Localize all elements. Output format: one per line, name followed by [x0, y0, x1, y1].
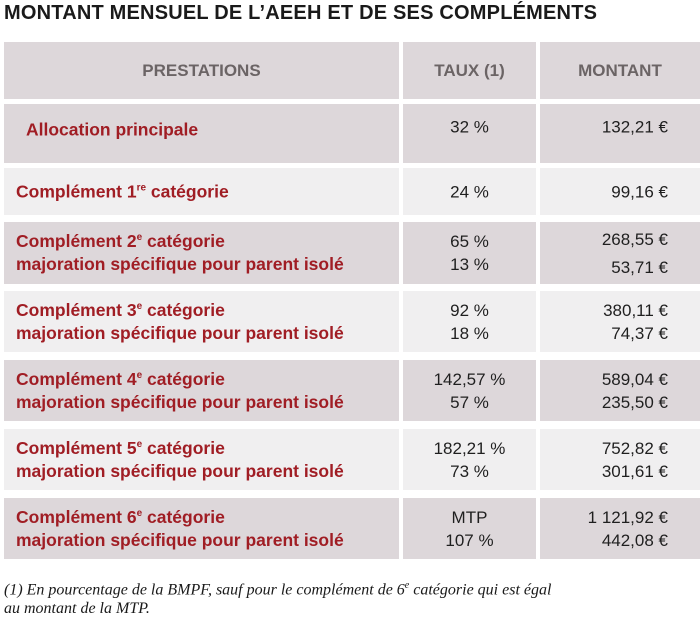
taux-cell: 32 % — [403, 104, 536, 163]
table-header-row: PRESTATIONS TAUX (1) MONTANT — [0, 42, 700, 99]
taux-cell: 142,57 % 57 % — [403, 360, 536, 421]
taux-value: 65 % — [450, 232, 489, 251]
montant-value: 380,11 € — [603, 300, 668, 320]
montant-cell: 752,82 € 301,61 € — [540, 429, 700, 490]
montant-cell: 1 121,92 € 442,08 € — [540, 498, 700, 559]
prestation-label: Complément 3e catégorie — [16, 299, 225, 320]
prestation-cell: Complément 2e catégorie majoration spéci… — [4, 222, 399, 284]
montant-value: 268,55 € — [601, 230, 668, 249]
taux-value: 92 % — [450, 300, 489, 320]
taux-value: 24 % — [450, 182, 489, 201]
taux-cell: 92 % 18 % — [403, 291, 536, 352]
taux-cell: 24 % — [403, 168, 536, 215]
prestation-label: Complément 1re catégorie — [16, 181, 229, 201]
prestation-label: Allocation principale — [26, 119, 199, 140]
table-row: Complément 4e catégorie majoration spéci… — [0, 360, 700, 421]
taux-majoration-value: 13 % — [450, 255, 489, 274]
prestation-label: Complément 6e catégorie — [16, 506, 225, 527]
taux-majoration-value: 107 % — [445, 530, 494, 550]
prestation-label: Complément 5e catégorie — [16, 437, 225, 458]
prestation-cell: Complément 5e catégorie majoration spéci… — [4, 429, 399, 490]
taux-value: 142,57 % — [433, 369, 506, 389]
montant-majoration-value: 442,08 € — [601, 530, 668, 550]
taux-value: 182,21 % — [433, 438, 506, 458]
montant-value: 99,16 € — [611, 182, 668, 201]
montant-cell: 589,04 € 235,50 € — [540, 360, 700, 421]
montant-value: 1 121,92 € — [587, 507, 668, 527]
majoration-label: majoration spécifique pour parent isolé — [16, 254, 344, 274]
montant-majoration-value: 235,50 € — [601, 392, 668, 412]
taux-value: 32 % — [450, 117, 489, 137]
taux-value: MTP — [451, 507, 488, 527]
montant-cell: 132,21 € — [540, 104, 700, 163]
header-taux: TAUX (1) — [403, 42, 536, 99]
montant-value: 752,82 € — [601, 438, 668, 458]
footnote: (1) En pourcentage de la BMPF, sauf pour… — [4, 580, 552, 618]
table-row: Complément 5e catégorie majoration spéci… — [0, 429, 700, 490]
taux-majoration-value: 18 % — [450, 323, 489, 343]
prestation-cell: Allocation principale — [4, 104, 399, 163]
montant-cell: 268,55 € 53,71 € — [540, 222, 700, 284]
prestation-label: Complément 2e catégorie — [16, 231, 225, 251]
majoration-label: majoration spécifique pour parent isolé — [16, 322, 344, 343]
taux-majoration-value: 73 % — [450, 461, 489, 481]
table-row: Complément 3e catégorie majoration spéci… — [0, 291, 700, 352]
majoration-label: majoration spécifique pour parent isolé — [16, 529, 344, 550]
page-title: MONTANT MENSUEL DE L’AEEH ET DE SES COMP… — [4, 2, 598, 24]
montant-cell: 99,16 € — [540, 168, 700, 215]
prestation-cell: Complément 6e catégorie majoration spéci… — [4, 498, 399, 559]
majoration-label: majoration spécifique pour parent isolé — [16, 460, 344, 481]
montant-majoration-value: 301,61 € — [601, 461, 668, 481]
montant-value: 589,04 € — [601, 369, 668, 389]
taux-cell: 65 % 13 % — [403, 222, 536, 284]
table-row: Complément 1re catégorie 24 % 99,16 € — [0, 168, 700, 215]
montant-value: 132,21 € — [601, 117, 668, 137]
header-prestations: PRESTATIONS — [4, 42, 399, 99]
prestation-cell: Complément 4e catégorie majoration spéci… — [4, 360, 399, 421]
prestation-cell: Complément 1re catégorie — [4, 168, 399, 215]
taux-majoration-value: 57 % — [450, 392, 489, 412]
table-row: Complément 6e catégorie majoration spéci… — [0, 498, 700, 559]
taux-cell: MTP 107 % — [403, 498, 536, 559]
majoration-label: majoration spécifique pour parent isolé — [16, 391, 344, 412]
table-row: Complément 2e catégorie majoration spéci… — [0, 222, 700, 284]
table-row: Allocation principale 32 % 132,21 € — [0, 104, 700, 163]
taux-cell: 182,21 % 73 % — [403, 429, 536, 490]
montant-majoration-value: 74,37 € — [611, 323, 668, 343]
montant-majoration-value: 53,71 € — [611, 258, 668, 277]
header-montant: MONTANT — [540, 42, 700, 99]
montant-cell: 380,11 € 74,37 € — [540, 291, 700, 352]
aeeh-table: PRESTATIONS TAUX (1) MONTANT Allocation … — [0, 42, 700, 567]
prestation-cell: Complément 3e catégorie majoration spéci… — [4, 291, 399, 352]
prestation-label: Complément 4e catégorie — [16, 368, 225, 389]
